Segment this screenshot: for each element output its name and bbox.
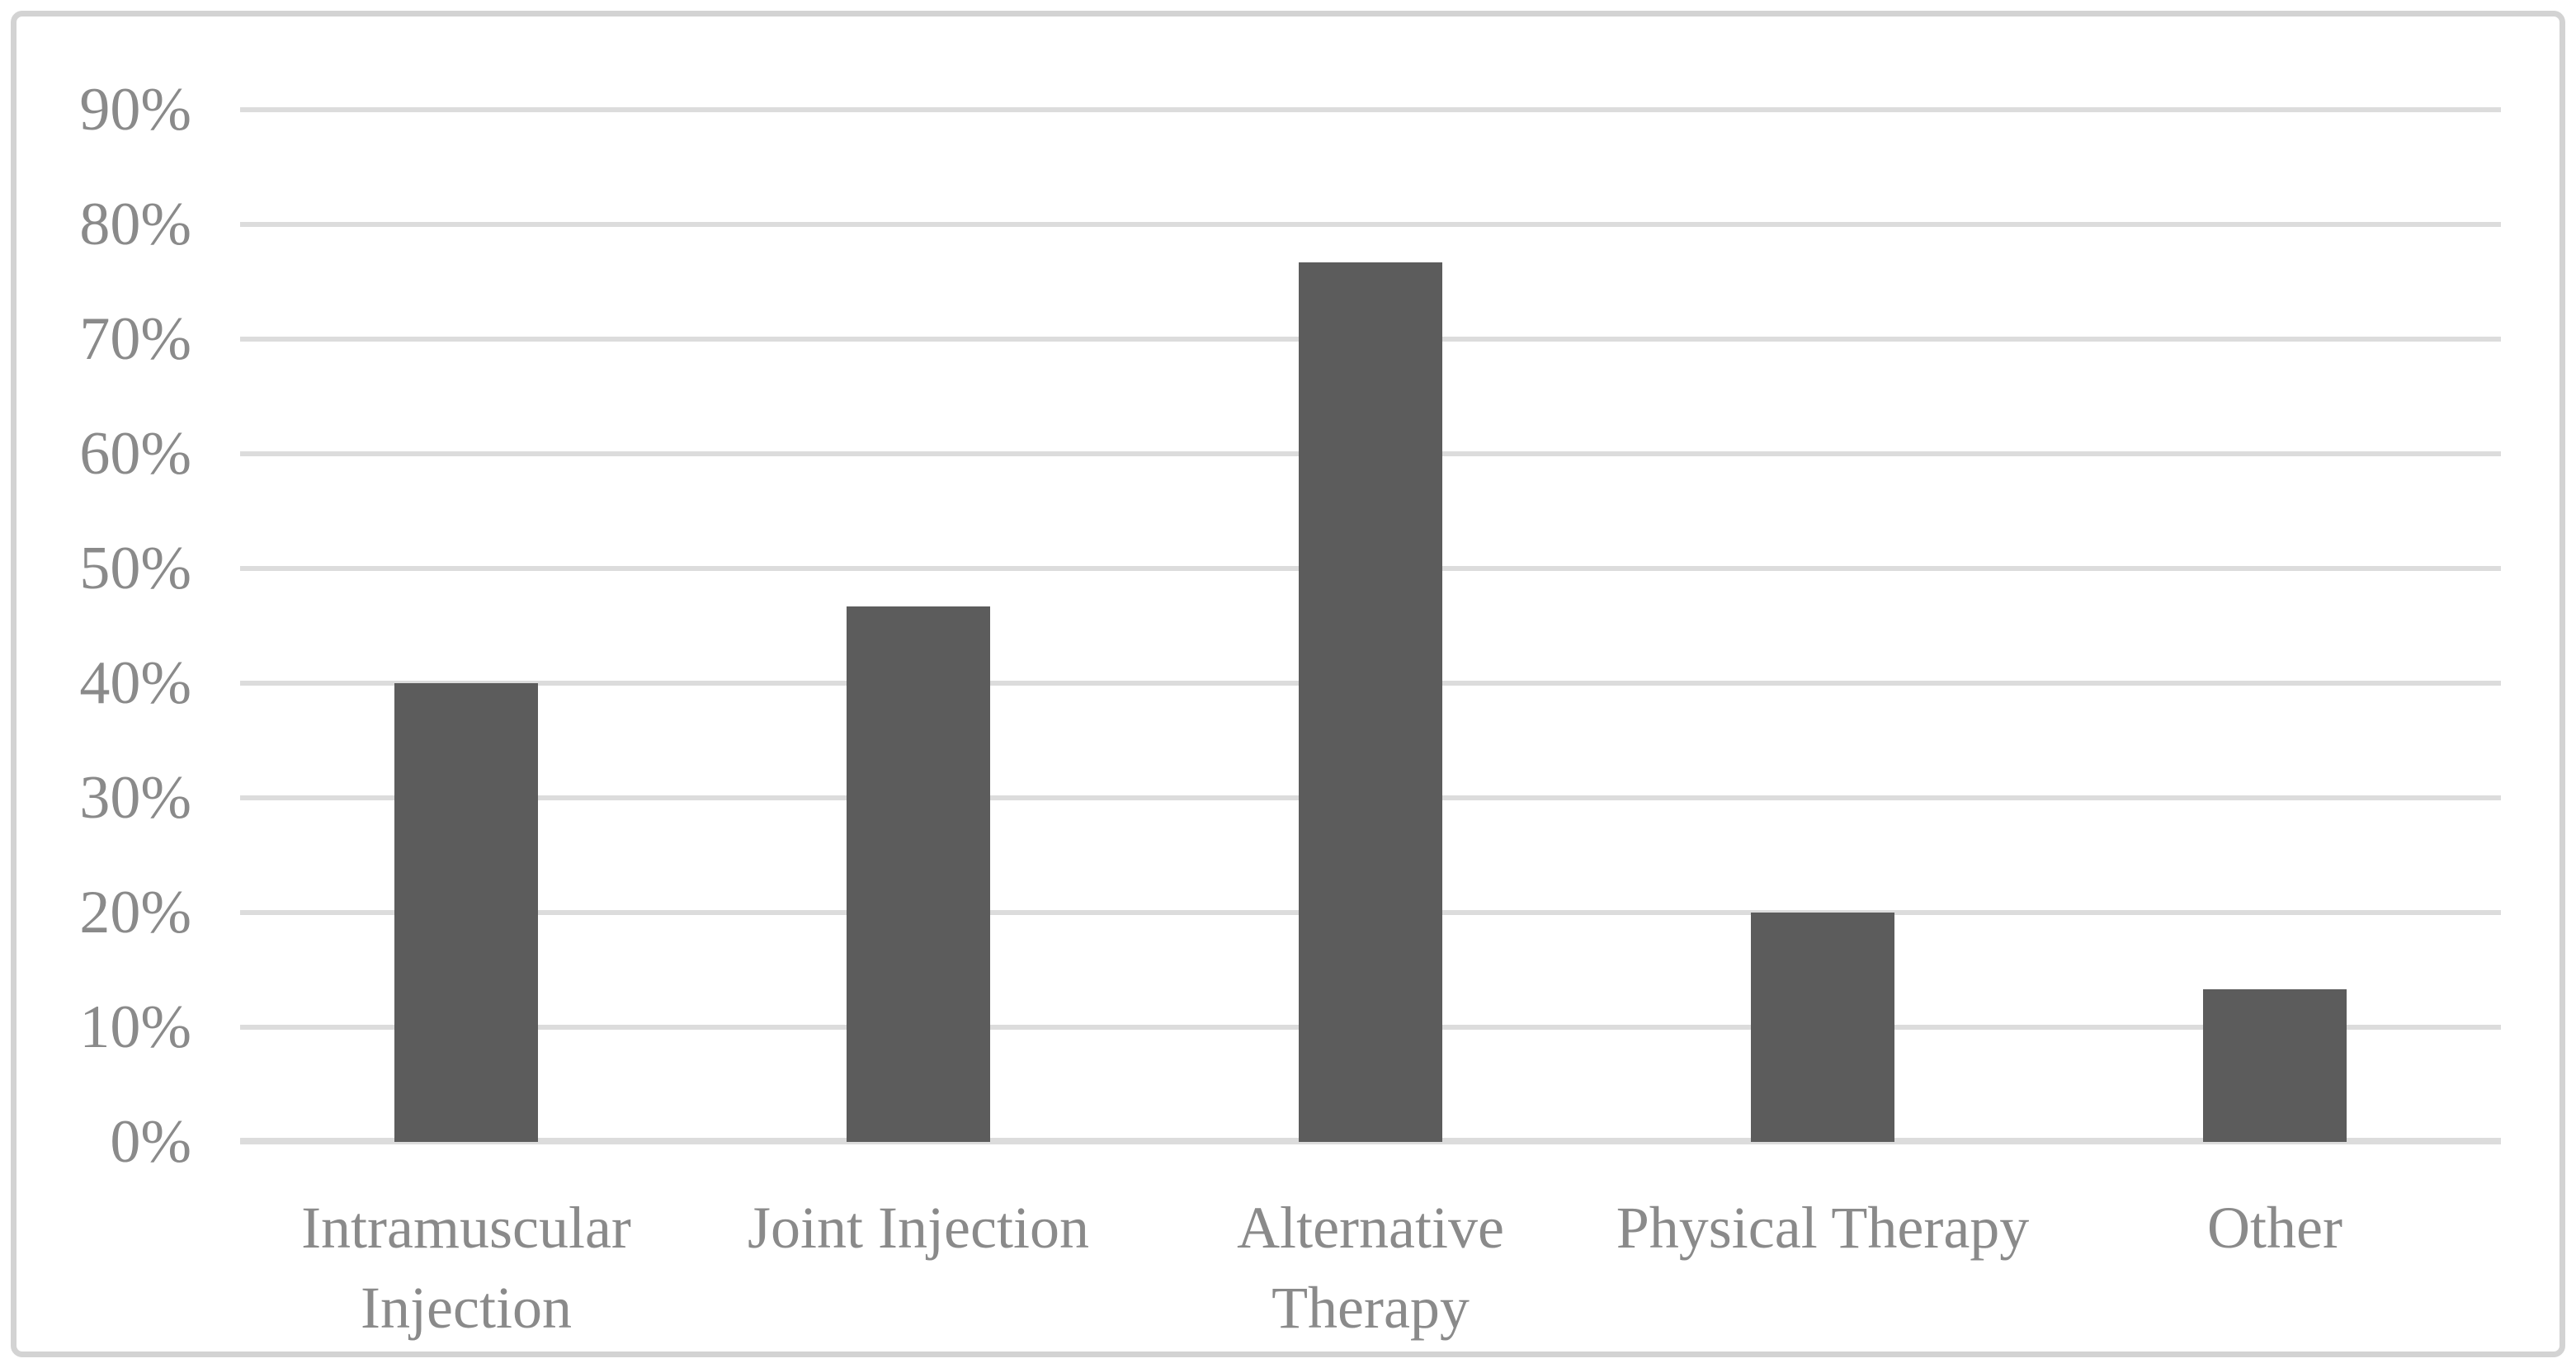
x-category-label: Joint Injection [748,1195,1089,1261]
y-tick-label: 30% [79,764,191,832]
y-tick-label: 20% [79,879,191,946]
y-tick-label: 50% [79,535,191,602]
plot-area [240,107,2501,1144]
bar-intramuscular-injection [394,683,538,1142]
y-tick-label: 40% [79,649,191,717]
bar-alternative-therapy [1299,262,1442,1142]
bar-other [2203,989,2347,1142]
y-tick-label: 70% [79,305,191,373]
x-category-label: Other [2207,1195,2342,1261]
bar-joint-injection [847,606,990,1142]
y-tick-label: 0% [110,1108,191,1176]
y-tick-label: 10% [79,993,191,1061]
x-category-label: Intramuscular Injection [301,1195,631,1341]
gridline [240,107,2501,112]
y-tick-label: 90% [79,76,191,144]
y-tick-label: 80% [79,191,191,258]
x-category-label: Physical Therapy [1616,1195,2030,1261]
x-axis: Intramuscular Injection Joint Injection Al… [240,1188,2501,1368]
chart-border-frame: 0% 10% 20% 30% 40% 50% 60% 70% 80% 90% Intramuscu… [11,11,2565,1357]
bar-physical-therapy [1751,913,1894,1142]
gridline [240,222,2501,227]
x-category-label: Alternative Therapy [1237,1195,1504,1341]
y-axis: 0% 10% 20% 30% 40% 50% 60% 70% 80% 90% [17,76,191,1176]
y-tick-label: 60% [79,420,191,488]
